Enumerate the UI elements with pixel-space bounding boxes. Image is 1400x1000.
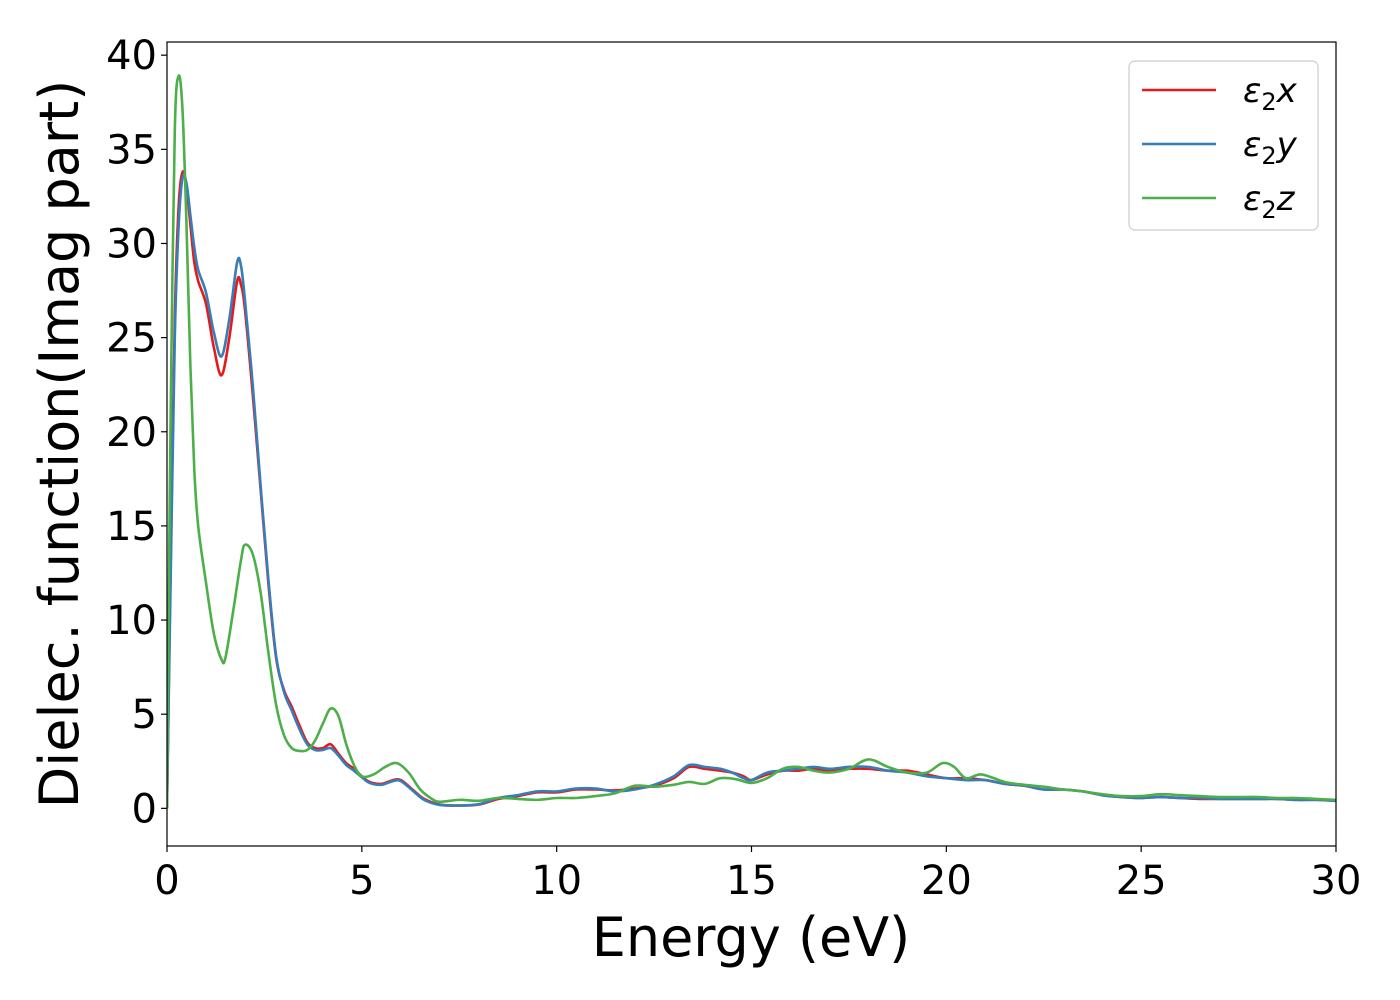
x-tick-label: 5 [349,858,374,904]
series-line-y [167,173,1336,809]
y-tick-label: 25 [106,316,157,362]
y-tick-label: 20 [106,410,157,456]
x-tick-label: 30 [1311,858,1362,904]
y-tick-label: 0 [132,786,157,832]
legend-label-x: ε2x [1243,71,1298,116]
y-tick-label: 15 [106,504,157,550]
x-tick-label: 15 [726,858,777,904]
x-axis-title: Energy (eV) [592,906,911,969]
y-axis-title: Dielec. function(Imag part) [28,80,91,809]
y-tick-label: 5 [132,692,157,738]
legend: ε2x ε2y ε2z [1128,60,1319,231]
legend-label-z: ε2z [1243,179,1296,224]
x-tick-label: 0 [154,858,179,904]
y-tick-label: 30 [106,221,157,267]
x-tick-label: 10 [531,858,582,904]
x-tick-label: 25 [1116,858,1167,904]
x-axis: 0 5 10 15 20 25 30 [154,846,1361,904]
y-axis: 0 5 10 15 20 25 30 35 40 [106,33,167,832]
legend-label-y: ε2y [1243,125,1298,170]
legend-box [1128,60,1319,231]
y-tick-label: 35 [106,127,157,173]
x-tick-label: 20 [921,858,972,904]
y-tick-label: 40 [106,33,157,79]
series-layer [167,74,1336,809]
legend-entries: ε2x ε2y ε2z [1142,71,1298,224]
series-line-z [167,74,1336,809]
y-tick-label: 10 [106,598,157,644]
